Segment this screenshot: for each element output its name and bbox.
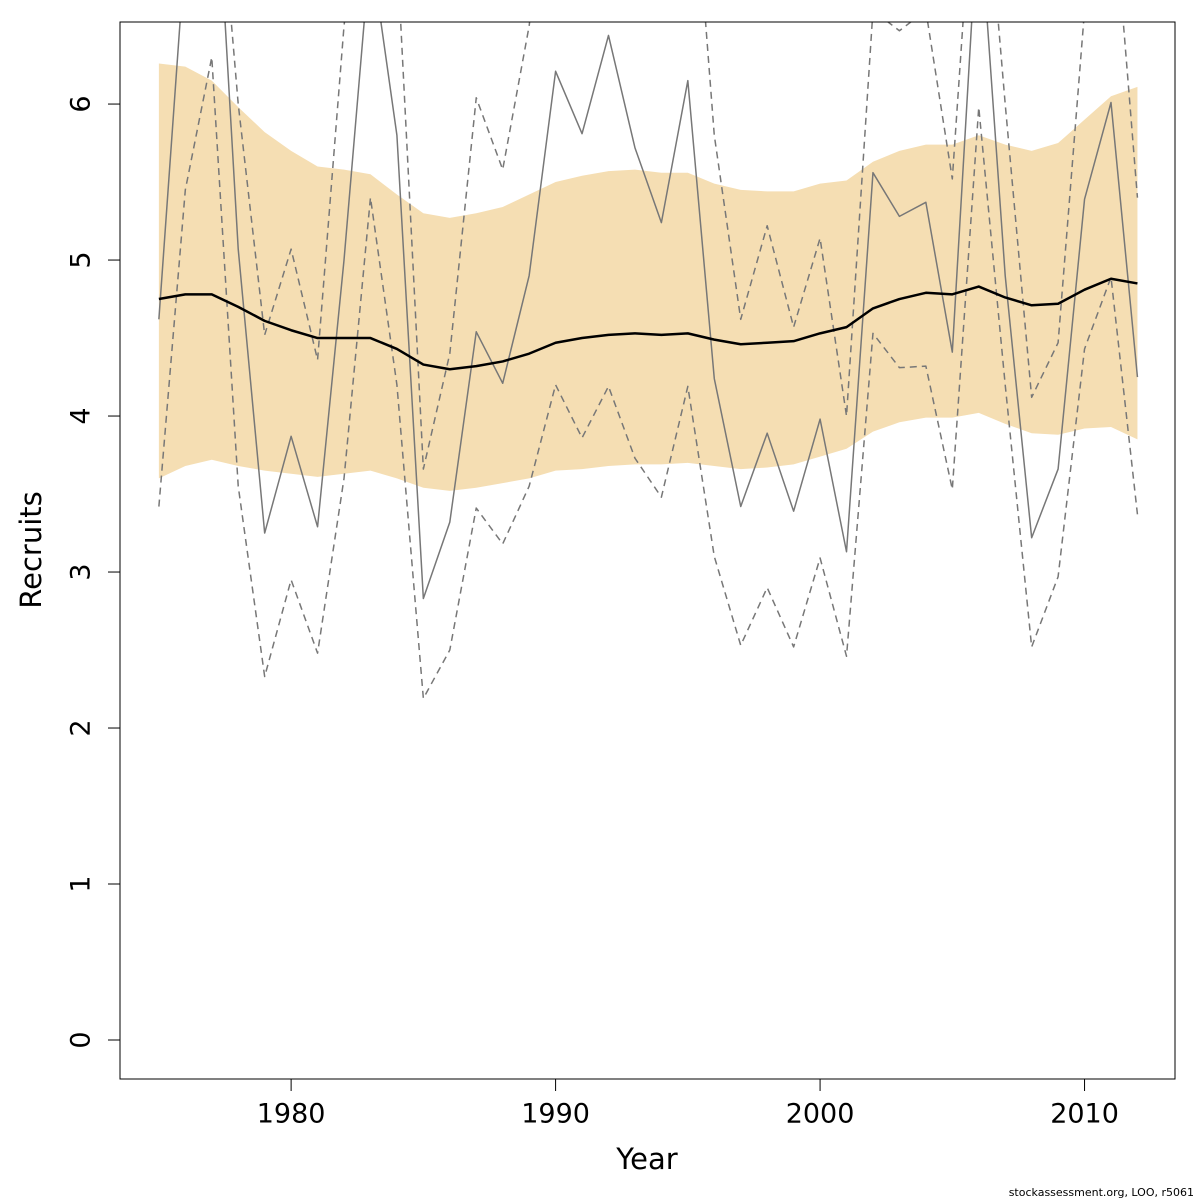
y-tick-label: 5: [66, 251, 97, 268]
confidence-band: [158, 63, 1138, 491]
y-axis-label: Recruits: [14, 491, 48, 608]
y-tick-label: 1: [66, 875, 97, 892]
y-tick-label: 4: [66, 407, 97, 424]
series-line: [158, 56, 1139, 700]
y-tick-label: 0: [66, 1031, 97, 1048]
plot-area: [158, 22, 1139, 700]
x-tick-label: 1990: [521, 1099, 590, 1130]
series-line: [158, 277, 1138, 371]
y-tick-label: 3: [66, 563, 97, 580]
series-line: [158, 22, 1139, 600]
plot-frame: [119, 21, 1176, 1080]
footer: stockassessment.org, LOO, r5061: [1009, 1186, 1194, 1199]
y-tick-label: 2: [66, 719, 97, 736]
x-tick-label: 2010: [1050, 1099, 1119, 1130]
x-axis-label: Year: [615, 1142, 677, 1176]
y-tick-label: 6: [66, 95, 97, 112]
x-tick-label: 2000: [786, 1099, 855, 1130]
x-tick-label: 1980: [257, 1099, 326, 1130]
